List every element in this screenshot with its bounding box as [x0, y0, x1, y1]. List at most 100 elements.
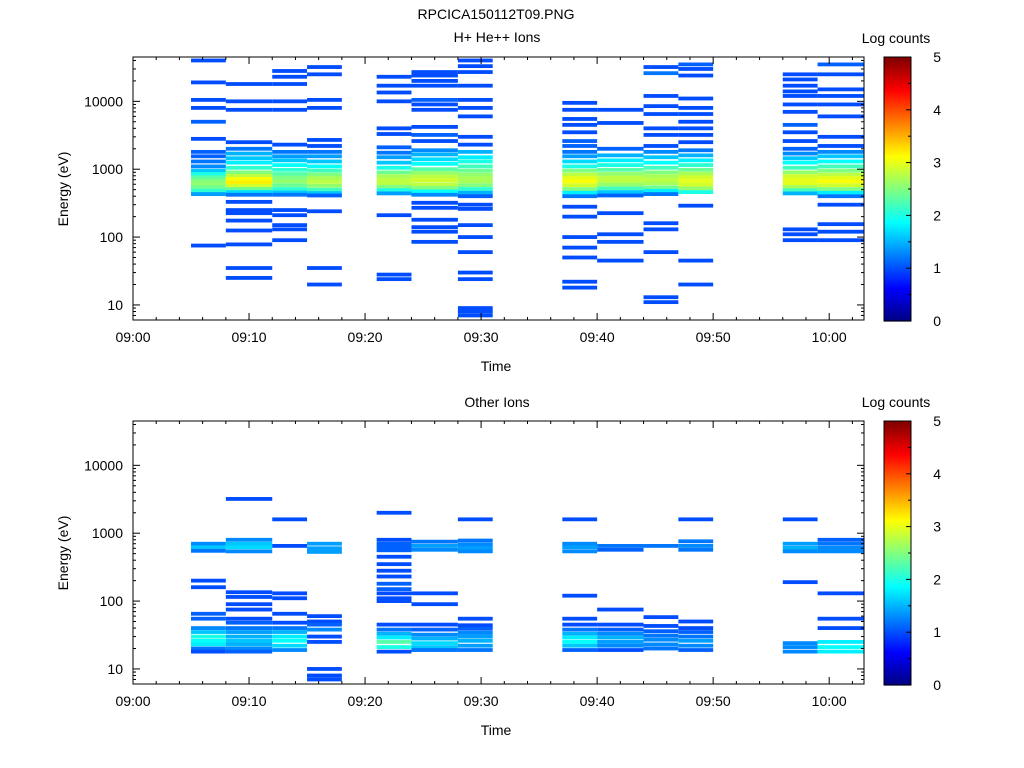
- spectrogram-cell: [782, 174, 818, 179]
- colorbar-segment: [884, 501, 911, 504]
- colorbar-segment: [884, 167, 911, 170]
- spectrogram-cell: [678, 630, 714, 634]
- spectrogram-cell: [782, 645, 818, 649]
- colorbar-segment: [884, 441, 911, 444]
- panel-2-colorbar: 0 1 2 3 4 5: [883, 413, 941, 693]
- colorbar-segment: [884, 535, 911, 538]
- colorbar-segment: [884, 577, 911, 580]
- colorbar-segment: [884, 175, 911, 178]
- colorbar-segment: [884, 445, 911, 448]
- spectrogram-cell: [272, 626, 308, 630]
- colorbar-segment: [884, 571, 911, 574]
- spectrogram-cell: [562, 622, 598, 627]
- spectrogram-cell: [272, 163, 308, 167]
- spectrogram-cell: [225, 146, 273, 151]
- colorbar-segment: [884, 515, 911, 518]
- colorbar-segment: [884, 553, 911, 556]
- spectrogram-cell: [782, 170, 818, 175]
- colorbar-segment: [884, 57, 911, 60]
- colorbar-segment: [884, 575, 911, 578]
- spectrogram-cell: [678, 182, 714, 187]
- spectrogram-cell: [307, 673, 342, 678]
- spectrogram-cell: [562, 107, 598, 112]
- spectrogram-cell: [225, 82, 273, 86]
- colorbar-segment: [884, 573, 911, 576]
- spectrogram-cell: [643, 192, 679, 196]
- spectrogram-cell: [307, 172, 342, 177]
- spectrogram-cell: [643, 144, 679, 148]
- spectrogram-cell: [457, 168, 493, 173]
- spectrogram-cell: [191, 185, 226, 190]
- spectrogram-cell: [643, 71, 679, 76]
- spectrogram-cell: [307, 622, 342, 627]
- spectrogram-cell: [817, 190, 864, 195]
- colorbar-segment: [884, 505, 911, 508]
- spectrogram-cell: [782, 188, 818, 193]
- colorbar-segment: [884, 165, 911, 168]
- colorbar-segment: [884, 169, 911, 172]
- spectrogram-cell: [411, 602, 458, 607]
- spectrogram-cell: [643, 633, 679, 638]
- colorbar-segment: [884, 201, 911, 204]
- spectrogram-cell: [411, 544, 458, 548]
- colorbar-segment: [884, 153, 911, 156]
- colorbar-segment: [884, 89, 911, 92]
- spectrogram-cell: [562, 541, 598, 546]
- colorbar-segment: [884, 433, 911, 436]
- spectrogram-cell: [191, 97, 226, 102]
- spectrogram-cell: [782, 549, 818, 554]
- colorbar-segment: [884, 249, 911, 252]
- x-tick-label: 09:00: [115, 693, 150, 709]
- spectrogram-cell: [782, 517, 818, 522]
- spectrogram-cell: [457, 70, 493, 74]
- colorbar-segment: [884, 299, 911, 302]
- colorbar-segment: [884, 641, 911, 644]
- colorbar-segment: [884, 601, 911, 604]
- spectrogram-cell: [643, 160, 679, 165]
- spectrogram-cell: [457, 517, 493, 522]
- spectrogram-cell: [307, 266, 342, 270]
- spectrogram-cell: [225, 228, 273, 233]
- y-tick-label: 1000: [92, 161, 123, 177]
- spectrogram-cell: [457, 142, 493, 147]
- colorbar-segment: [884, 81, 911, 84]
- colorbar-segment: [884, 499, 911, 502]
- colorbar-segment: [884, 291, 911, 294]
- colorbar-segment: [884, 105, 911, 108]
- colorbar-tick-label: 2: [933, 571, 941, 587]
- spectrogram-cell: [191, 578, 226, 583]
- colorbar-segment: [884, 579, 911, 582]
- colorbar-segment: [884, 561, 911, 564]
- colorbar-segment: [884, 85, 911, 88]
- spectrogram-cell: [225, 626, 273, 630]
- colorbar-segment: [884, 473, 911, 476]
- colorbar-segment: [884, 159, 911, 162]
- colorbar-segment: [884, 461, 911, 464]
- panel-1-title: H+ He++ Ions: [454, 29, 541, 45]
- spectrogram-cell: [376, 631, 412, 636]
- spectrogram-cell: [376, 622, 412, 627]
- spectrogram-cell: [307, 72, 342, 77]
- spectrogram-cell: [307, 550, 342, 554]
- colorbar-segment: [884, 621, 911, 624]
- colorbar-segment: [884, 117, 911, 120]
- spectrogram-cell: [678, 167, 714, 172]
- spectrogram-cell: [782, 160, 818, 165]
- colorbar-segment: [884, 209, 911, 212]
- panel-1-xlabel: Time: [481, 358, 512, 374]
- spectrogram-cell: [782, 580, 818, 585]
- spectrogram-cell: [376, 591, 412, 596]
- spectrogram-cell: [307, 191, 342, 195]
- colorbar-segment: [884, 625, 911, 628]
- spectrogram-cell: [225, 607, 273, 612]
- colorbar-segment: [884, 137, 911, 140]
- spectrogram-cell: [457, 97, 493, 102]
- colorbar-segment: [884, 157, 911, 160]
- spectrogram-cell: [225, 276, 273, 280]
- spectrogram-cell: [411, 591, 458, 596]
- colorbar-segment: [884, 61, 911, 64]
- spectrogram-cell: [782, 191, 818, 196]
- colorbar-segment: [884, 215, 911, 218]
- colorbar-segment: [884, 161, 911, 164]
- colorbar-tick-label: 1: [933, 624, 941, 640]
